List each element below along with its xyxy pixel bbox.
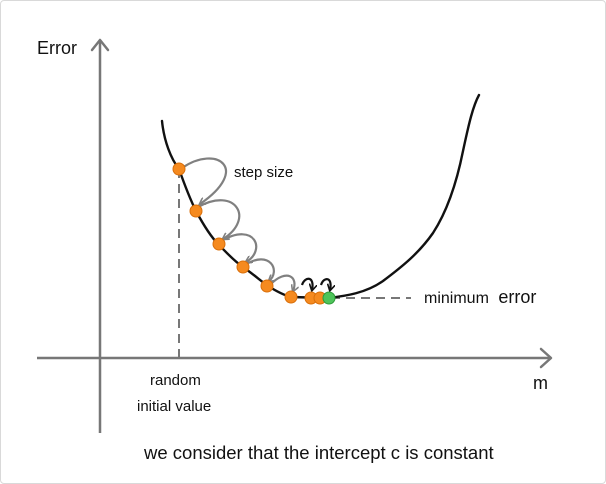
step-arrow-2 bbox=[197, 199, 241, 239]
step-arrow-6 bbox=[300, 277, 313, 290]
step-arrow-7 bbox=[319, 278, 331, 290]
minimum-word: minimum bbox=[424, 290, 489, 307]
error-word: error bbox=[498, 287, 536, 307]
step-point bbox=[284, 290, 298, 304]
random-label: random bbox=[150, 372, 201, 389]
step-arrow-4 bbox=[244, 258, 274, 281]
initial-value-label: initial value bbox=[137, 398, 211, 415]
y-axis-label: Error bbox=[37, 38, 77, 58]
x-axis-label: m bbox=[533, 373, 548, 393]
step-arrows bbox=[181, 157, 331, 291]
minimum-error-label: minimum error bbox=[424, 287, 536, 307]
axes bbox=[37, 38, 553, 433]
minimum-point bbox=[322, 291, 336, 305]
caption: we consider that the intercept c is cons… bbox=[143, 442, 494, 463]
step-point bbox=[260, 279, 274, 293]
x-axis-arrowhead bbox=[539, 347, 553, 369]
step-point bbox=[236, 260, 250, 274]
step-arrow-3 bbox=[220, 233, 258, 262]
step-size-label: step size bbox=[234, 164, 293, 181]
step-point bbox=[172, 162, 186, 176]
step-arrow-1 bbox=[181, 157, 227, 204]
step-point bbox=[189, 204, 203, 218]
descent-points bbox=[172, 162, 336, 305]
step-arrow-5 bbox=[270, 274, 294, 291]
y-axis-arrowhead bbox=[90, 38, 110, 52]
step-point bbox=[212, 237, 226, 251]
